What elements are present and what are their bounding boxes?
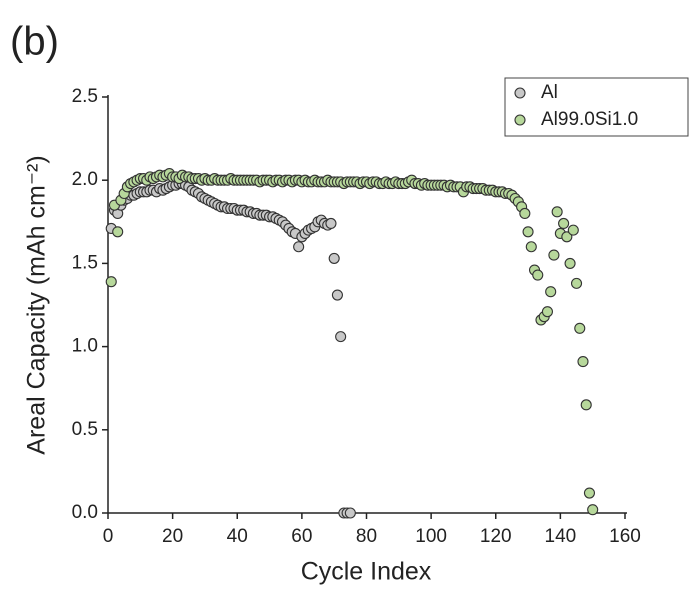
point: [564, 257, 576, 269]
point: [558, 217, 570, 230]
point: [293, 241, 305, 253]
point: [532, 269, 544, 281]
x-tick-label: 20: [162, 526, 183, 547]
x-tick-label: 0: [103, 526, 114, 547]
point: [525, 241, 537, 253]
point: [577, 356, 589, 368]
x-tick-label: 160: [609, 526, 641, 547]
legend-marker: [514, 114, 526, 126]
point: [587, 504, 599, 516]
y-tick-label: 0.0: [72, 502, 98, 523]
point: [105, 276, 117, 288]
y-tick-label: 1.5: [72, 252, 98, 273]
legend-marker: [514, 87, 526, 99]
point: [567, 224, 579, 236]
point: [551, 206, 563, 218]
y-axis-label: Areal Capacity (mAh cm⁻²): [23, 155, 51, 454]
point: [583, 487, 596, 499]
point: [545, 286, 557, 298]
y-tick-label: 2.0: [72, 169, 98, 190]
point: [325, 217, 337, 230]
y-tick-label: 1.0: [72, 336, 98, 357]
x-tick-label: 100: [415, 526, 447, 547]
point: [580, 399, 592, 411]
point: [570, 277, 583, 289]
panel-title: (b): [10, 20, 59, 64]
point: [344, 507, 356, 519]
legend-label: Al99.0Si1.0: [541, 109, 638, 130]
x-tick-label: 140: [545, 526, 577, 547]
point: [548, 249, 560, 261]
point: [574, 322, 586, 334]
point: [331, 289, 343, 301]
legend-box: [504, 77, 689, 137]
y-tick-label: 0.5: [72, 419, 98, 440]
point: [522, 226, 534, 238]
point: [112, 226, 124, 238]
legend-label: Al: [541, 82, 558, 103]
x-tick-label: 120: [480, 526, 512, 547]
x-tick-label: 80: [356, 526, 377, 547]
point: [328, 252, 340, 264]
x-axis-label: Cycle Index: [301, 558, 432, 586]
x-tick-label: 40: [227, 526, 248, 547]
x-tick-label: 60: [291, 526, 312, 547]
point: [335, 331, 347, 343]
point: [561, 231, 573, 243]
point: [541, 306, 554, 318]
y-tick-label: 2.5: [72, 86, 98, 107]
point: [519, 207, 531, 220]
